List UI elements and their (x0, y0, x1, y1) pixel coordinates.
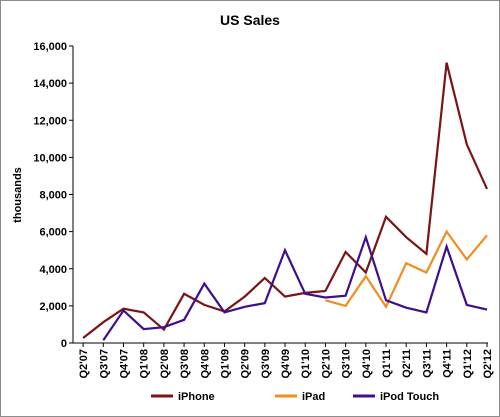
x-tick-label: Q2'07 (78, 349, 90, 379)
legend-label: iPad (302, 391, 325, 403)
series-lines (82, 62, 489, 341)
x-tick-label: Q3'09 (260, 349, 272, 379)
axes (72, 46, 488, 344)
x-tick-label: Q4'10 (361, 349, 373, 379)
series-line-ipod-touch (102, 233, 488, 341)
y-tick-label: 8,000 (39, 190, 67, 202)
x-tick-label: Q3'11 (421, 349, 433, 378)
x-tick-label: Q2'12 (482, 349, 494, 379)
y-tick-label: 2,000 (39, 301, 67, 313)
legend: iPhone iPad iPod Touch (151, 391, 439, 403)
x-tick-label: Q4'07 (118, 349, 130, 379)
y-axis-title: thousands (12, 167, 24, 223)
y-tick-label: 14,000 (33, 78, 67, 90)
x-tick-label: Q3'10 (341, 349, 353, 379)
y-tick-label: 0 (61, 338, 67, 350)
x-tick-label: Q4'11 (442, 349, 454, 378)
x-tick-label: Q4'08 (199, 349, 211, 379)
y-tick-label: 12,000 (33, 115, 67, 127)
x-tick-label: Q3'07 (98, 349, 110, 379)
y-tick-label: 10,000 (33, 152, 67, 164)
legend-label: iPhone (178, 391, 215, 403)
x-tick-label: Q4'09 (280, 349, 292, 379)
x-tick-label: Q2'09 (240, 349, 252, 379)
x-tick-label: Q1'10 (300, 349, 312, 379)
x-tick-label: Q1'08 (139, 349, 151, 379)
x-tick-label: Q2'11 (401, 349, 413, 378)
y-tick-label: 16,000 (33, 41, 67, 53)
y-tick-label: 6,000 (39, 227, 67, 239)
y-axis-ticks: 0 2,000 4,000 6,000 8,000 10,000 12,000 14,000 1… (33, 41, 73, 350)
x-tick-label: Q2'10 (320, 349, 332, 379)
chart-title: US Sales (220, 12, 280, 28)
x-axis-ticks: Q2'07 Q3'07 Q4'07 Q1'08 Q2'08 Q3'08 Q4'08 Q1'09… (78, 343, 494, 379)
y-tick-label: 4,000 (39, 264, 67, 276)
series-line-ipad (325, 229, 488, 310)
x-tick-label: Q1'12 (462, 349, 474, 379)
x-tick-label: Q3'08 (179, 349, 191, 379)
legend-label: iPod Touch (380, 391, 439, 403)
x-tick-label: Q1'11 (381, 349, 393, 378)
x-tick-label: Q1'09 (219, 349, 231, 379)
series-line-iphone (82, 62, 489, 339)
x-tick-label: Q2'08 (159, 349, 171, 379)
